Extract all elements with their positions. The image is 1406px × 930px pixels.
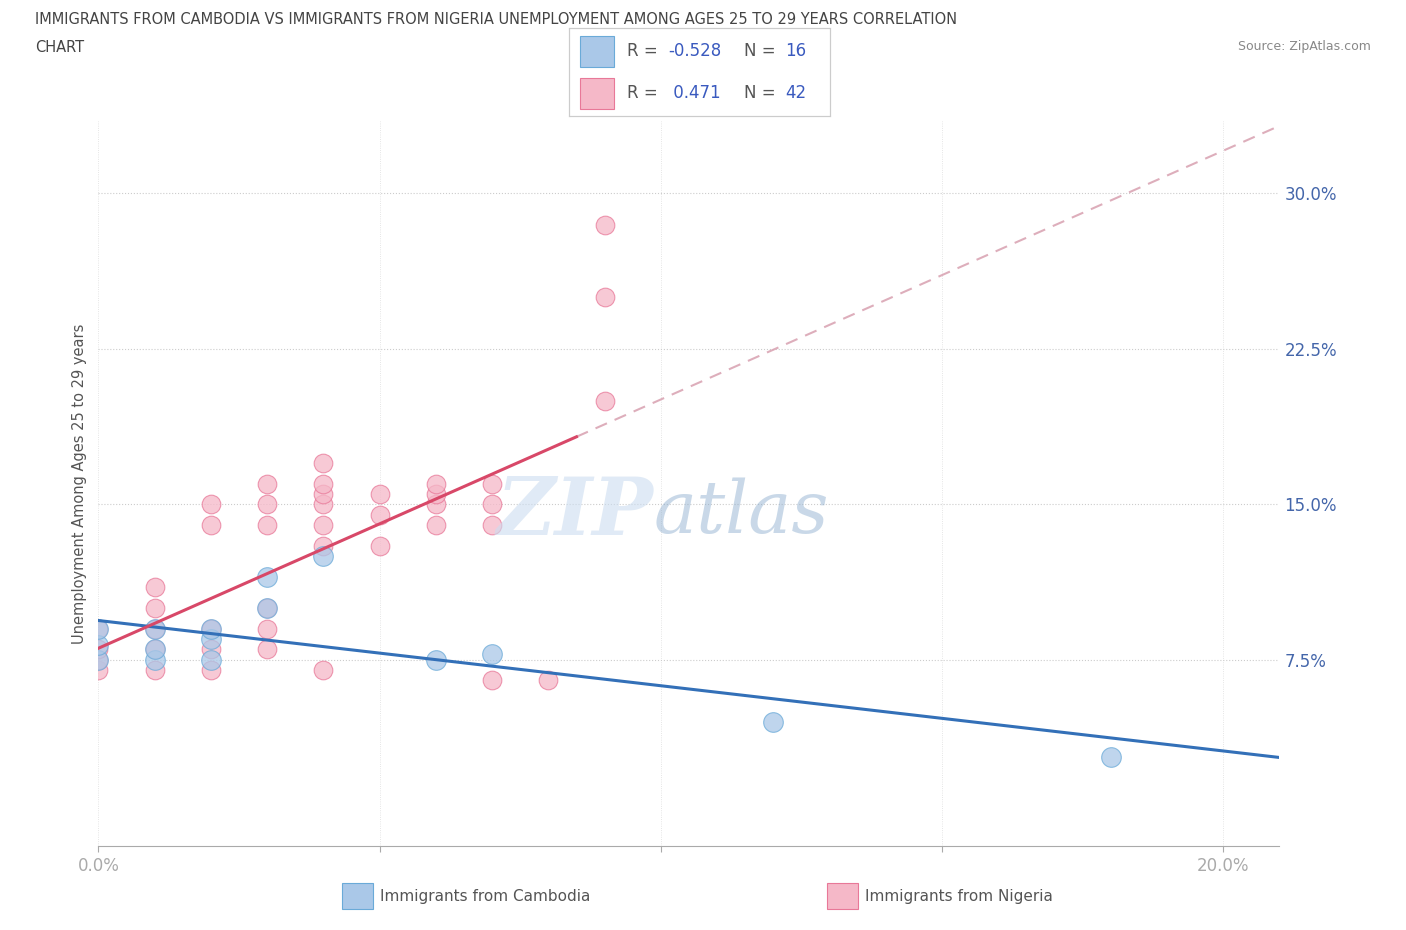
Point	[143, 601, 166, 616]
Text: IMMIGRANTS FROM CAMBODIA VS IMMIGRANTS FROM NIGERIA UNEMPLOYMENT AMONG AGES 25 T: IMMIGRANTS FROM CAMBODIA VS IMMIGRANTS F…	[35, 12, 957, 27]
Bar	[827, 883, 858, 910]
Point	[200, 497, 222, 512]
Text: R =: R =	[627, 42, 658, 60]
Point	[143, 621, 166, 636]
Point	[87, 621, 110, 636]
Point	[593, 289, 616, 304]
Point	[312, 486, 335, 501]
Point	[256, 601, 278, 616]
Text: atlas: atlas	[654, 477, 830, 548]
Point	[143, 663, 166, 678]
Point	[593, 217, 616, 232]
Point	[143, 621, 166, 636]
Point	[143, 579, 166, 594]
Point	[143, 652, 166, 667]
Text: ZIP: ZIP	[496, 474, 654, 551]
Point	[87, 638, 110, 653]
Point	[87, 621, 110, 636]
Point	[593, 393, 616, 408]
Point	[143, 642, 166, 657]
Point	[312, 476, 335, 491]
Point	[312, 549, 335, 564]
Point	[312, 518, 335, 533]
Point	[200, 621, 222, 636]
Text: 42: 42	[786, 85, 807, 102]
Point	[256, 621, 278, 636]
Point	[256, 497, 278, 512]
Bar	[579, 36, 613, 67]
Bar	[342, 883, 373, 910]
Point	[256, 569, 278, 584]
Point	[312, 456, 335, 471]
Point	[200, 663, 222, 678]
Point	[312, 663, 335, 678]
Point	[87, 642, 110, 657]
Point	[256, 642, 278, 657]
Point	[256, 601, 278, 616]
Text: Immigrants from Nigeria: Immigrants from Nigeria	[865, 889, 1053, 904]
Point	[200, 518, 222, 533]
Point	[368, 486, 391, 501]
Point	[312, 538, 335, 553]
Text: Immigrants from Cambodia: Immigrants from Cambodia	[380, 889, 591, 904]
Point	[87, 663, 110, 678]
Point	[87, 652, 110, 667]
Text: Source: ZipAtlas.com: Source: ZipAtlas.com	[1237, 40, 1371, 53]
Point	[200, 621, 222, 636]
Point	[762, 714, 785, 729]
Point	[537, 673, 560, 688]
Point	[87, 652, 110, 667]
Text: 0.471: 0.471	[668, 85, 721, 102]
Point	[256, 518, 278, 533]
Point	[256, 476, 278, 491]
Point	[368, 507, 391, 522]
Point	[481, 497, 503, 512]
Text: -0.528: -0.528	[668, 42, 721, 60]
Point	[425, 476, 447, 491]
Point	[481, 518, 503, 533]
Point	[1099, 750, 1122, 764]
Point	[425, 518, 447, 533]
Text: 16: 16	[786, 42, 807, 60]
Point	[425, 652, 447, 667]
Point	[143, 642, 166, 657]
Y-axis label: Unemployment Among Ages 25 to 29 years: Unemployment Among Ages 25 to 29 years	[72, 324, 87, 644]
Text: N =: N =	[744, 85, 775, 102]
Point	[425, 486, 447, 501]
Text: N =: N =	[744, 42, 775, 60]
Point	[425, 497, 447, 512]
Point	[481, 646, 503, 661]
Point	[312, 497, 335, 512]
Point	[200, 652, 222, 667]
Text: R =: R =	[627, 85, 658, 102]
Point	[200, 642, 222, 657]
Text: CHART: CHART	[35, 40, 84, 55]
Point	[481, 476, 503, 491]
Point	[200, 631, 222, 646]
Point	[368, 538, 391, 553]
Point	[481, 673, 503, 688]
Bar	[579, 78, 613, 109]
